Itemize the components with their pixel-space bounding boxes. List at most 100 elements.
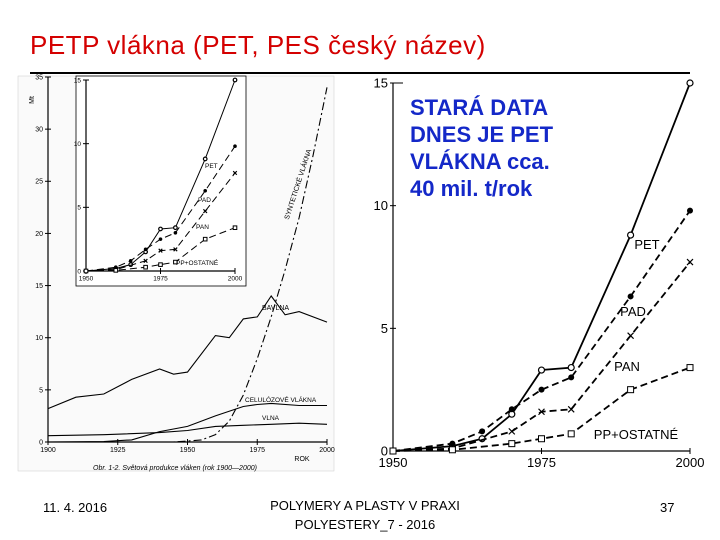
marker-circle-open: [567, 363, 575, 372]
marker-circle-filled: [538, 386, 545, 393]
inset-label-pet: PET: [205, 163, 218, 170]
marker-x: [158, 248, 163, 253]
inset-y-tick-label: 15: [74, 77, 82, 84]
marker-x: [173, 247, 178, 252]
series-line-pan: [392, 261, 691, 452]
marker-circle-filled: [203, 188, 207, 193]
series-label-vlna: VLNA: [262, 415, 280, 422]
y-tick-label: 10: [35, 335, 43, 342]
marker-square-open: [113, 268, 119, 273]
marker-circle-filled: [173, 231, 178, 235]
chart-caption: Obr. 1-2. Světová produkce vláken (rok 1…: [93, 465, 257, 472]
marker-circle-filled: [508, 406, 515, 413]
y-tick-label: 30: [35, 127, 43, 134]
series-line-pet: [85, 79, 236, 272]
marker-circle-open: [202, 156, 208, 162]
inset-label-pad: PAD: [198, 197, 211, 204]
marker-x: [627, 332, 635, 340]
marker-circle-filled: [449, 440, 456, 447]
series-line-celul-zov-vl-kna: [47, 402, 327, 443]
y-tick-label: 20: [35, 231, 43, 238]
x-axis-label: ROK: [294, 456, 310, 463]
right-label-pp: PP+OSTATNÉ: [594, 427, 679, 442]
inset-y-tick-label: 5: [77, 205, 81, 212]
marker-square-open: [627, 386, 635, 394]
note-line: STARÁ DATA: [410, 95, 549, 120]
marker-square-open: [538, 435, 545, 443]
marker-circle-open: [626, 231, 635, 239]
marker-square-open: [448, 446, 456, 454]
marker-x: [686, 258, 694, 266]
series-line-syntetick-vl-kna: [145, 87, 328, 443]
footer-date: 11. 4. 2016: [43, 500, 108, 515]
marker-circle-open: [172, 225, 178, 231]
marker-circle-filled: [128, 259, 133, 263]
right-x-tick-label: 1950: [379, 455, 408, 470]
marker-square-open: [202, 236, 208, 242]
marker-circle-filled: [143, 247, 148, 252]
marker-square-open: [173, 259, 178, 265]
y-tick-label: 5: [39, 387, 43, 394]
right-label-pan: PAN: [614, 359, 640, 374]
right-x-tick-label: 1975: [527, 455, 556, 470]
right-label-pad: PAD: [620, 304, 646, 319]
marker-x: [508, 427, 516, 435]
note-line: VLÁKNA cca.: [410, 149, 550, 174]
right-y-tick-label: 15: [374, 76, 388, 91]
marker-square-open: [232, 225, 238, 231]
footer-page-number: 37: [660, 500, 675, 515]
right-y-tick-label: 10: [374, 198, 388, 213]
note-line: 40 mil. t/rok: [410, 176, 533, 201]
footer-line: POLYMERY A PLASTY V PRAXI: [270, 498, 460, 513]
slide-title: PETP vlákna (PET, PES český název): [30, 30, 486, 60]
x-tick-label: 1900: [40, 447, 56, 454]
series-label-celulozove: CELULÓZOVÉ VLÁKNA: [245, 395, 317, 404]
x-tick-label: 1950: [180, 447, 196, 454]
title-divider: [30, 72, 690, 74]
marker-circle-filled: [627, 293, 634, 300]
marker-circle-filled: [158, 237, 163, 241]
inset-x-tick-label: 1950: [79, 276, 94, 283]
inset-frame: [75, 75, 247, 287]
y-tick-label: 0: [39, 439, 43, 446]
marker-circle-filled: [479, 428, 486, 435]
marker-x: [143, 258, 148, 264]
note-text: STARÁ DATA DNES JE PET VLÁKNA cca. 40 mi…: [410, 94, 553, 202]
right-label-pet: PET: [634, 237, 659, 252]
series-line-vlna: [47, 422, 328, 437]
marker-x: [232, 170, 238, 176]
marker-circle-filled: [233, 144, 237, 149]
marker-x: [538, 408, 545, 416]
right-y-tick-label: 5: [381, 321, 388, 336]
right-y-tick-label: 0: [381, 444, 388, 459]
marker-square-open: [567, 430, 575, 438]
marker-square-open: [389, 447, 397, 455]
x-tick-label: 1925: [110, 447, 126, 454]
series-line-bavlna: [47, 295, 328, 410]
inset-y-tick-label: 10: [74, 141, 82, 148]
y-tick-label: 15: [35, 283, 43, 290]
marker-square-open: [508, 440, 516, 448]
y-tick-label: 35: [35, 74, 43, 81]
right-x-tick-label: 2000: [676, 455, 705, 470]
marker-square-open: [143, 264, 148, 270]
series-line-pad: [392, 210, 691, 452]
inset-x-tick-label: 1975: [153, 276, 168, 283]
footer-line: POLYESTERY_7 - 2016: [294, 517, 436, 532]
inset-y-tick-label: 0: [77, 268, 81, 275]
marker-x: [202, 208, 208, 214]
marker-square-open: [158, 262, 163, 267]
marker-circle-open: [537, 366, 546, 374]
marker-circle-open: [158, 226, 163, 232]
marker-x: [567, 405, 575, 413]
series-label-bavlna: BAVLNA: [262, 305, 289, 312]
y-tick-label: 25: [35, 179, 43, 186]
marker-circle-filled: [568, 374, 575, 381]
note-line: DNES JE PET: [410, 122, 554, 147]
marker-square-open: [83, 268, 89, 274]
footer-center: POLYMERY A PLASTY V PRAXI POLYESTERY_7 - …: [230, 496, 500, 534]
x-tick-label: 2000: [319, 447, 335, 454]
x-tick-label: 1975: [249, 447, 265, 454]
marker-square-open: [686, 364, 694, 372]
